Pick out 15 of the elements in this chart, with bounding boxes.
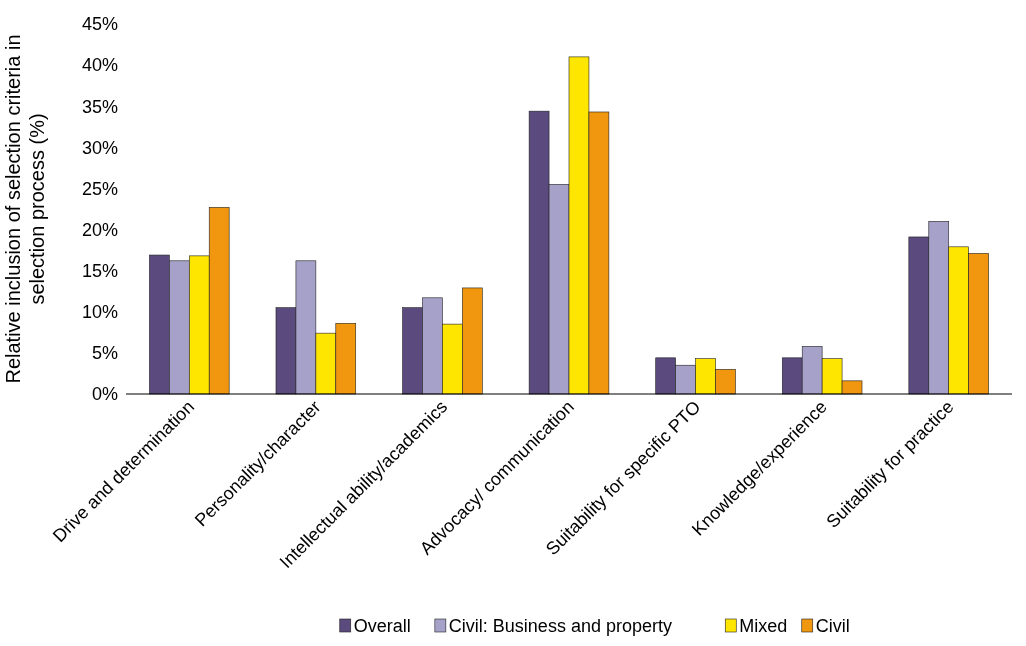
y-tick-label: 5% bbox=[91, 343, 118, 364]
y-tick-label: 40% bbox=[81, 55, 118, 76]
legend-label: Civil: Business and property bbox=[448, 616, 672, 636]
y-tick-label: 35% bbox=[81, 96, 118, 117]
y-tick-label: 45% bbox=[81, 14, 118, 35]
y-tick-label: 15% bbox=[81, 260, 118, 281]
y-tick-label: 0% bbox=[91, 384, 118, 405]
y-tick-label: 10% bbox=[81, 302, 118, 323]
legend-label: Civil bbox=[815, 616, 850, 636]
y-tick-label: 25% bbox=[81, 178, 118, 199]
legend-label: Mixed bbox=[739, 616, 788, 636]
y-tick-label: 30% bbox=[81, 137, 118, 158]
y-axis-title: Relative inclusion of selection criteria in selection process (%) bbox=[2, 34, 48, 384]
legend-label: Overall bbox=[353, 616, 411, 636]
y-tick-label: 20% bbox=[81, 219, 118, 240]
